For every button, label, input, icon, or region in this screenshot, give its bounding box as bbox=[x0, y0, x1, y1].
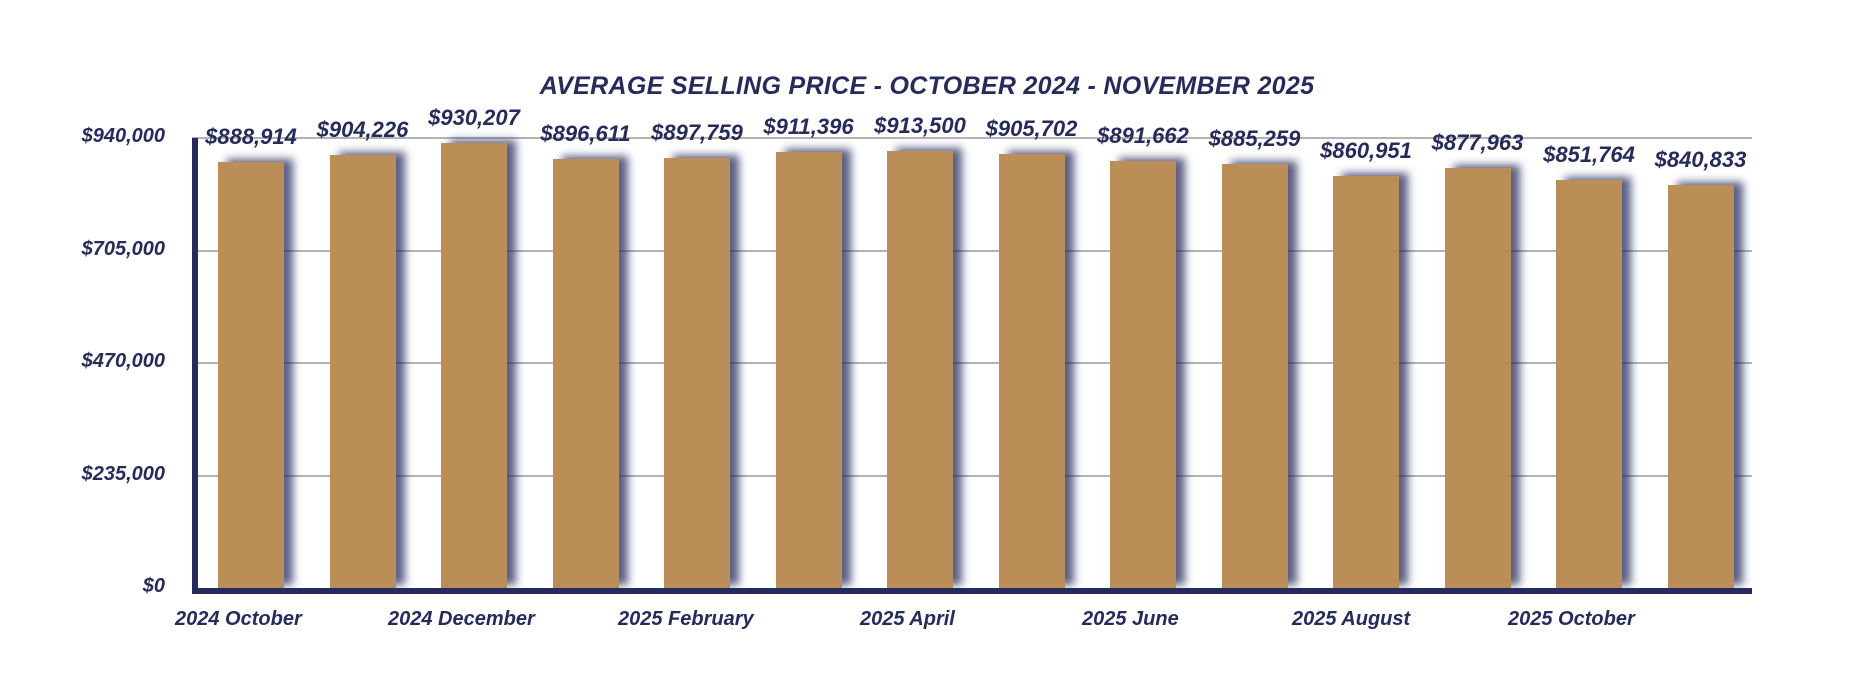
bar-value-label: $896,611 bbox=[540, 120, 631, 146]
bar bbox=[1333, 175, 1399, 588]
bar-value-label: $904,226 bbox=[316, 117, 409, 143]
bar-value-label: $860,951 bbox=[1320, 137, 1412, 163]
bar-value-label: $891,662 bbox=[1097, 123, 1189, 149]
bar bbox=[998, 154, 1065, 588]
x-tick-label: 2024 October bbox=[175, 608, 302, 630]
gridline bbox=[192, 362, 1752, 364]
bar-value-label: $885,259 bbox=[1208, 126, 1301, 152]
bar bbox=[218, 162, 284, 588]
gridline bbox=[192, 249, 1752, 252]
x-tick-label: 2025 August bbox=[1292, 608, 1411, 630]
bar-value-label: $905,702 bbox=[985, 116, 1078, 142]
bar bbox=[552, 158, 619, 588]
bar-value-label: $913,500 bbox=[874, 112, 966, 138]
bar bbox=[1444, 167, 1511, 588]
bar-value-label: $930,207 bbox=[428, 104, 520, 130]
y-tick-label: $940,000 bbox=[81, 125, 165, 147]
bar bbox=[887, 150, 953, 588]
y-tick-label: $470,000 bbox=[81, 350, 165, 372]
x-tick-label: 2025 June bbox=[1082, 608, 1179, 630]
bar-value-label: $911,396 bbox=[763, 113, 854, 139]
bar-value-label: $851,764 bbox=[1543, 142, 1635, 168]
bar bbox=[1556, 180, 1622, 588]
bar-value-label: $888,914 bbox=[205, 124, 297, 150]
gridline bbox=[192, 474, 1752, 477]
bar-value-label: $840,833 bbox=[1654, 147, 1747, 173]
x-axis-line bbox=[192, 588, 1752, 594]
chart-title: AVERAGE SELLING PRICE - OCTOBER 2024 - N… bbox=[539, 72, 1315, 100]
gridline bbox=[192, 137, 1752, 139]
x-tick-label: 2025 February bbox=[618, 608, 754, 630]
y-tick-label: $0 bbox=[142, 575, 165, 597]
plot-area: $888,914 $904,226 $930,207 $896,611 $897,759… bbox=[192, 105, 1752, 594]
x-tick-label: 2024 December bbox=[388, 608, 535, 630]
bar bbox=[1110, 161, 1176, 588]
x-tick-label: 2025 April bbox=[860, 608, 955, 630]
bar-value-label: $877,963 bbox=[1431, 129, 1524, 155]
y-axis-line bbox=[192, 138, 198, 594]
bar bbox=[664, 158, 730, 588]
bar bbox=[1221, 164, 1288, 588]
y-tick-label: $235,000 bbox=[81, 462, 165, 485]
bar bbox=[329, 155, 396, 588]
y-tick-label: $705,000 bbox=[81, 237, 165, 260]
bar-value-label: $897,759 bbox=[651, 120, 743, 146]
x-tick-label: 2025 October bbox=[1508, 608, 1635, 630]
bar bbox=[441, 142, 507, 588]
bar bbox=[1667, 185, 1734, 588]
bar bbox=[775, 151, 842, 588]
